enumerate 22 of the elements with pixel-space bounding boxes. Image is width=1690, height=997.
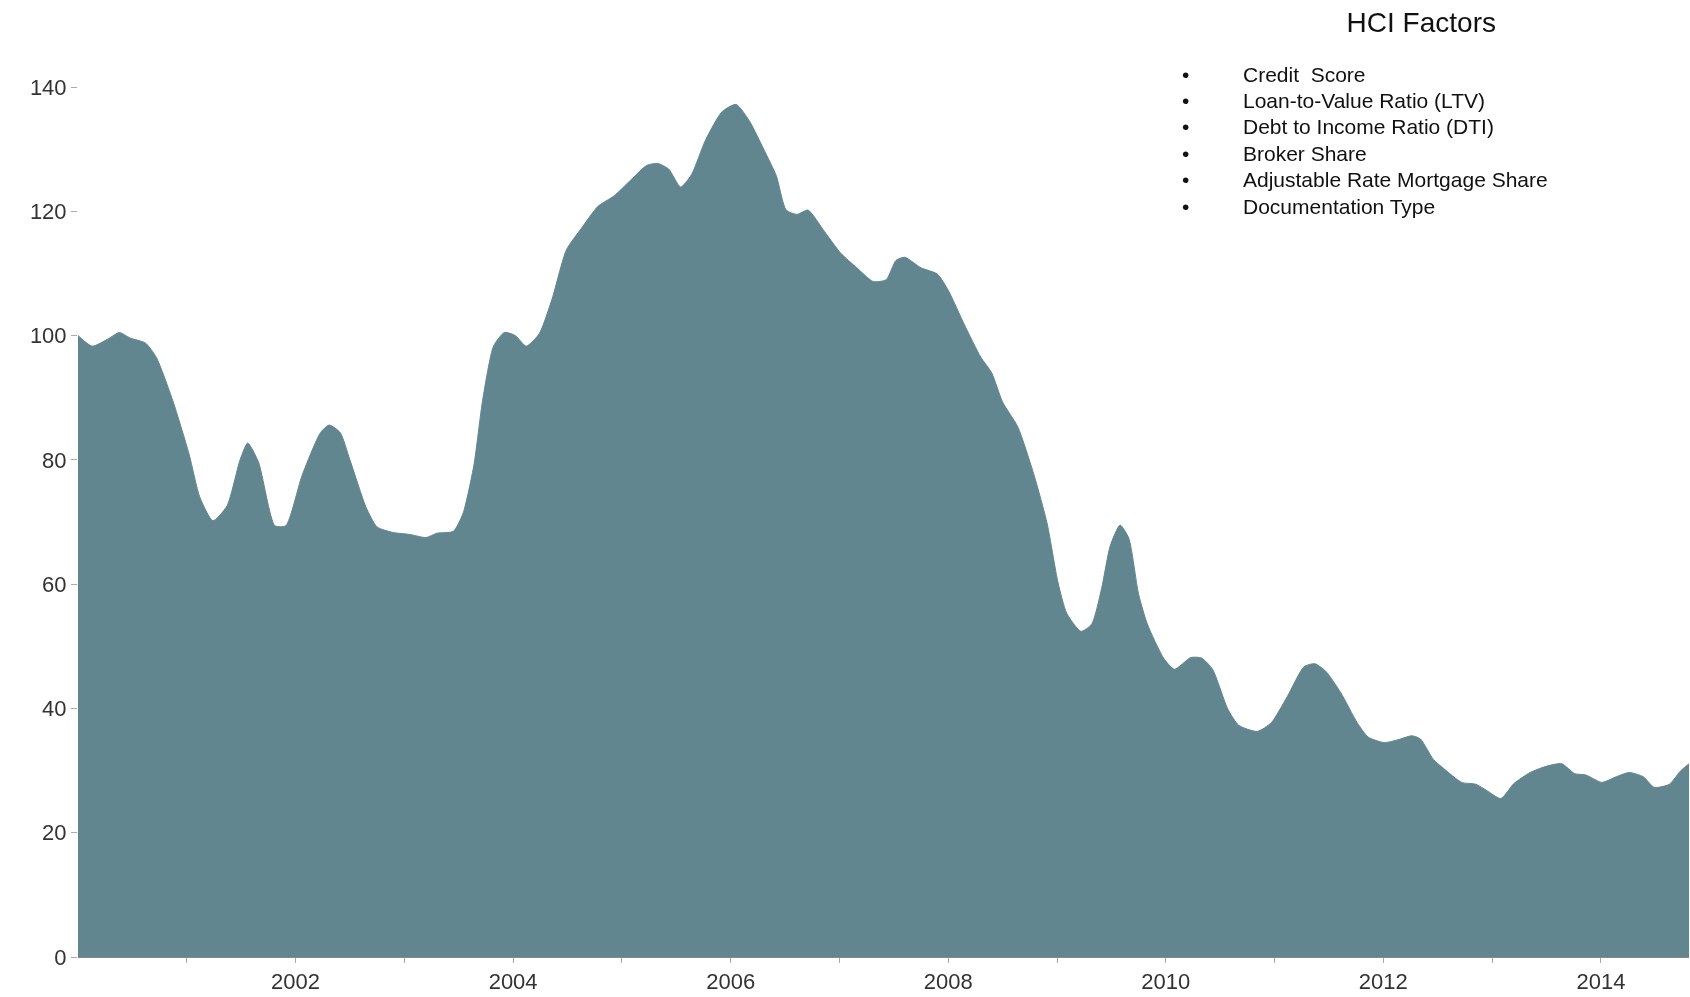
y-tick-label: 20: [42, 820, 67, 846]
x-tick-label: 2006: [706, 969, 756, 995]
x-tick-label: 2014: [1576, 969, 1626, 995]
y-tick-label: 80: [42, 447, 67, 473]
text: • Credit Score: [1182, 63, 1366, 86]
text: • Debt to Income Ratio (DTI): [1182, 115, 1494, 138]
y-tick-label: 60: [42, 571, 67, 597]
x-tick-label: 2010: [1141, 969, 1191, 995]
x-tick-label: 2012: [1358, 969, 1408, 995]
x-tick-label: 2002: [271, 969, 321, 995]
y-tick-label: 40: [42, 696, 67, 722]
y-tick-label: 100: [29, 323, 67, 349]
text: • Documentation Type: [1182, 195, 1436, 218]
y-tick-label: 120: [29, 198, 67, 224]
text: • Adjustable Rate Mortgage Share: [1182, 168, 1548, 191]
text: • Loan-to-Value Ratio (LTV): [1182, 89, 1486, 112]
text: • Broker Share: [1182, 142, 1367, 165]
y-tick-label: 0: [54, 944, 67, 970]
x-tick-label: 2008: [923, 969, 973, 995]
x-tick-label: 2004: [488, 969, 538, 995]
y-tick-label: 140: [29, 74, 67, 100]
chart-title: HCI Factors: [1346, 6, 1496, 38]
